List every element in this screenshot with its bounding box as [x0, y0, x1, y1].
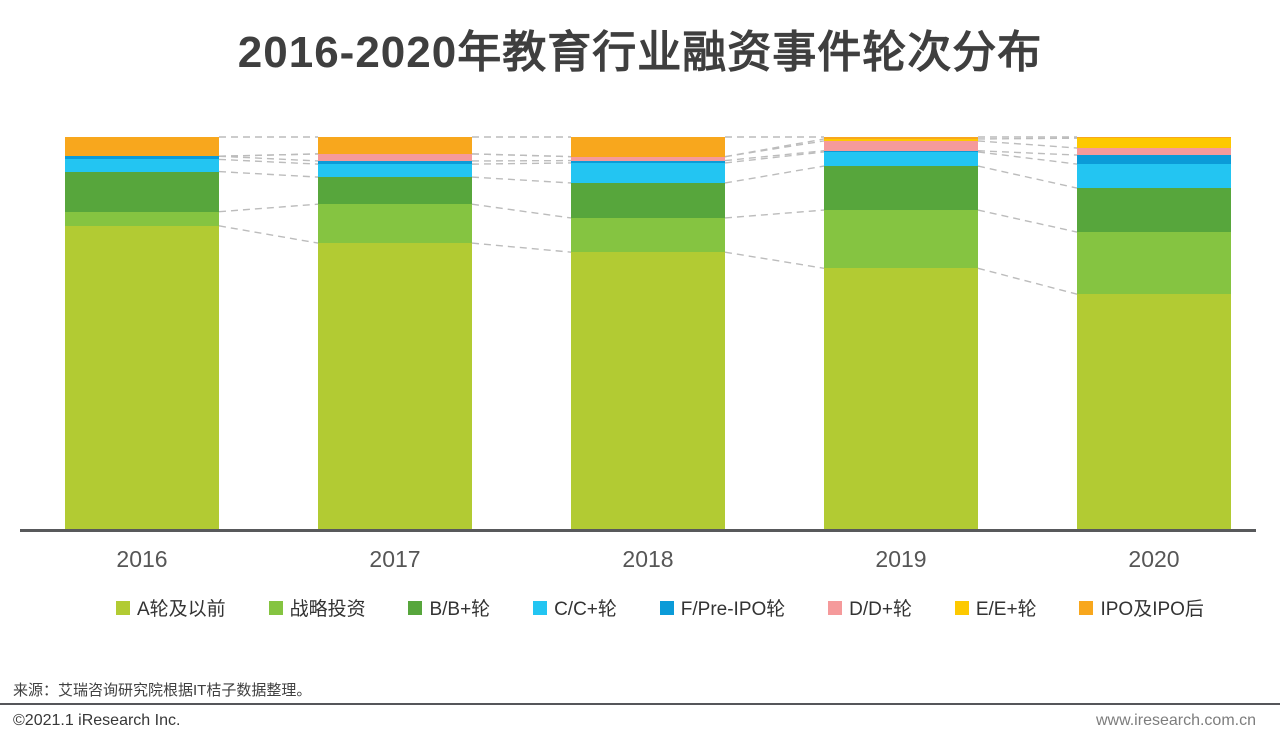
bar-segment-2017-战略投资	[318, 204, 472, 244]
legend-swatch-icon	[268, 600, 283, 615]
source-note: 来源：艾瑞咨询研究院根据IT桔子数据整理。	[13, 682, 312, 699]
bar-segment-2018-A轮及以前	[571, 252, 725, 530]
legend-swatch-icon	[408, 600, 423, 615]
bar-segment-2020-E/E+轮	[1077, 138, 1231, 148]
x-axis-label-2020: 2020	[1128, 546, 1180, 572]
bar-segment-2016-C/C+轮	[65, 159, 219, 172]
bar-segment-2017-IPO及IPO后	[318, 137, 472, 154]
legend-label: D/D+轮	[849, 599, 912, 620]
legend-swatch-icon	[954, 600, 969, 615]
bar-segment-2018-C/C+轮	[571, 162, 725, 183]
legend-item-D/D+轮: D/D+轮	[828, 594, 912, 621]
bar-segment-2019-A轮及以前	[824, 268, 978, 530]
bar-segment-2018-F/Pre-IPO轮	[571, 160, 725, 163]
bar-segment-2019-B/B+轮	[824, 166, 978, 211]
x-axis-label-2016: 2016	[116, 546, 168, 572]
bar-segment-2020-F/Pre-IPO轮	[1077, 155, 1231, 165]
x-axis-label-2019: 2019	[875, 546, 927, 572]
bar-segment-2019-C/C+轮	[824, 151, 978, 167]
bar-segment-2019-D/D+轮	[824, 140, 978, 151]
bar-segment-2016-A轮及以前	[65, 225, 219, 530]
legend-item-C/C+轮: C/C+轮	[533, 594, 617, 621]
page-title: 2016-2020年教育行业融资事件轮次分布	[237, 28, 1043, 77]
legend-item-B/B+轮: B/B+轮	[408, 594, 490, 621]
bar-segment-2016-B/B+轮	[65, 171, 219, 212]
bar-segment-2020-战略投资	[1077, 232, 1231, 295]
bar-segment-2020-B/B+轮	[1077, 188, 1231, 233]
legend-label: 战略投资	[289, 599, 366, 620]
bar-segment-2016-F/Pre-IPO轮	[65, 156, 219, 160]
legend-item-战略投资: 战略投资	[268, 594, 366, 621]
bar-segment-2018-战略投资	[571, 217, 725, 253]
legend-swatch-icon	[659, 600, 674, 615]
legend-swatch-icon	[116, 600, 130, 615]
bar-segment-2018-IPO及IPO后	[571, 137, 725, 157]
bar-segment-2018-D/D+轮	[571, 156, 725, 161]
bar-segment-2019-F/Pre-IPO轮	[824, 150, 978, 152]
bar-segment-2017-C/C+轮	[318, 164, 472, 178]
bar-segment-2020-A轮及以前	[1077, 294, 1231, 530]
legend-label: E/E+轮	[975, 599, 1037, 620]
legend-swatch-icon	[533, 600, 548, 615]
bar-segment-2019-战略投资	[824, 210, 978, 269]
bar-segment-2019-IPO及IPO后	[824, 137, 978, 139]
x-axis-label-2018: 2018	[622, 546, 674, 572]
legend-label: C/C+轮	[554, 599, 617, 620]
bar-segment-2020-C/C+轮	[1077, 164, 1231, 189]
footer-divider	[0, 703, 1280, 705]
bar-segment-2017-A轮及以前	[318, 243, 472, 530]
legend-item-E/E+轮: E/E+轮	[954, 594, 1037, 621]
bar-segment-2017-F/Pre-IPO轮	[318, 160, 472, 165]
bar-segment-2017-B/B+轮	[318, 177, 472, 205]
bar-segment-2019-E/E+轮	[824, 138, 978, 141]
legend-item-F/Pre-IPO轮: F/Pre-IPO轮	[659, 594, 786, 621]
legend-label: B/B+轮	[429, 599, 491, 620]
bar-segment-2016-战略投资	[65, 211, 219, 226]
x-axis-label-2017: 2017	[369, 546, 421, 572]
legend-swatch-icon	[828, 600, 843, 615]
legend-label: IPO及IPO后	[1100, 599, 1204, 620]
bar-segment-2020-D/D+轮	[1077, 148, 1231, 156]
bar-segment-2018-B/B+轮	[571, 182, 725, 218]
legend-swatch-icon	[1079, 600, 1094, 615]
legend-item-IPO及IPO后: IPO及IPO后	[1079, 594, 1204, 621]
legend-label: A轮及以前	[137, 599, 226, 620]
bar-segment-2017-D/D+轮	[318, 153, 472, 161]
copyright-text: ©2021.1 iResearch Inc.	[13, 712, 181, 729]
bar-segment-2020-IPO及IPO后	[1077, 137, 1231, 139]
legend-label: F/Pre-IPO轮	[680, 599, 786, 620]
x-axis-line	[20, 529, 1256, 532]
chart-legend: A轮及以前 战略投资 B/B+轮 C/C+轮 F/Pre-IPO轮 D/D+轮 E/E+轮 I…	[116, 594, 1204, 621]
website-text: www.iresearch.com.cn	[1095, 712, 1256, 729]
legend-item-A轮及以前: A轮及以前	[116, 594, 226, 621]
bar-segment-2016-IPO及IPO后	[65, 137, 219, 157]
